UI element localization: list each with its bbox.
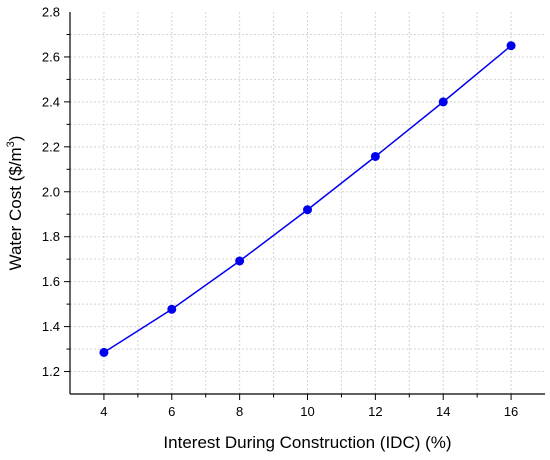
y-axis-title: Water Cost ($/m3) xyxy=(5,136,25,271)
data-point xyxy=(370,151,380,161)
ticks: 4 6 8 10 12 14 16 1.2 1.4 1.6 1.8 2.0 2.2 2.4 2.6 2.8 xyxy=(42,5,518,420)
x-tick-label: 10 xyxy=(300,404,314,419)
series xyxy=(99,41,516,357)
x-tick-label: 8 xyxy=(236,404,243,419)
y-tick-label: 2.8 xyxy=(42,5,60,20)
y-tick-label: 1.2 xyxy=(42,364,60,379)
x-tick-label: 12 xyxy=(368,404,382,419)
x-tick-label: 6 xyxy=(168,404,175,419)
y-tick-label: 1.6 xyxy=(42,274,60,289)
y-tick-label: 1.4 xyxy=(42,319,60,334)
data-point xyxy=(506,41,516,51)
x-tick-label: 16 xyxy=(504,404,518,419)
y-tick-label: 2.2 xyxy=(42,139,60,154)
x-axis-title: Interest During Construction (IDC) (%) xyxy=(163,433,451,452)
data-point xyxy=(99,347,109,357)
data-point xyxy=(235,256,245,266)
data-point xyxy=(167,304,177,314)
y-tick-label: 2.4 xyxy=(42,94,60,109)
series-line xyxy=(103,45,512,354)
y-tick-label: 2.0 xyxy=(42,184,60,199)
data-point xyxy=(438,97,448,107)
y-axis-title-superscript: 3 xyxy=(5,141,17,147)
y-tick-label: 2.6 xyxy=(42,49,60,64)
x-tick-label: 4 xyxy=(100,404,107,419)
y-axis-title-main: Water Cost ($/m xyxy=(6,147,25,270)
data-point xyxy=(303,205,312,215)
y-axis-title-suffix: ) xyxy=(6,136,25,142)
x-tick-label: 14 xyxy=(436,404,450,419)
grid xyxy=(70,12,545,394)
y-tick-label: 1.8 xyxy=(42,229,60,244)
